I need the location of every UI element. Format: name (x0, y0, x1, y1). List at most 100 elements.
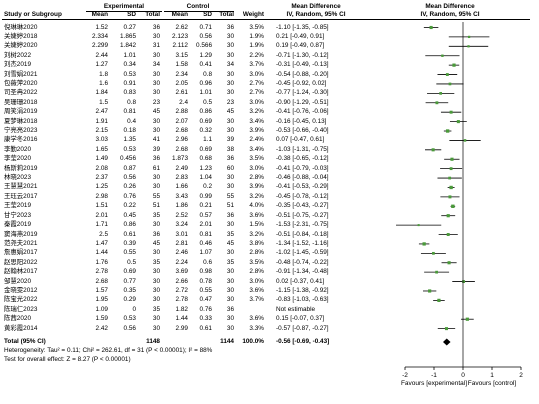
cell-m2: 3.01 (175, 230, 188, 238)
cell-sd1: 0.27 (123, 23, 136, 31)
study-name: 金晓雯2012 (4, 286, 38, 294)
cell-n2: 45 (226, 108, 234, 116)
study-effect-square (465, 317, 469, 321)
study-ci: -1.03 [-1.31, -0.75] (276, 145, 329, 153)
study-ci: -0.77 [-1.24, -0.30] (276, 89, 329, 97)
cell-sd1: 1.842 (120, 42, 136, 50)
cell-sd2: 1.29 (199, 51, 212, 59)
cell-sd1: 0.77 (123, 277, 136, 285)
cell-n1: 39 (152, 145, 160, 153)
total-label: Total (95% CI) (4, 338, 46, 345)
cell-n1: 55 (152, 192, 160, 200)
total-ctl-n: 1144 (220, 338, 234, 345)
cell-sd1: 0.81 (123, 108, 136, 116)
cell-m2: 2.49 (175, 164, 188, 172)
overall-effect-text: Test for overall effect: Z = 8.27 (P < 0… (4, 356, 131, 363)
study-ci: -0.45 [-0.92, 0.02] (276, 79, 327, 87)
cell-sd1: 0 (132, 305, 136, 313)
x-tick-label: -2 (402, 372, 408, 379)
study-ci: -0.41 [-0.76, -0.06] (276, 108, 329, 116)
cell-n1: 36 (152, 23, 160, 31)
cell-m1: 3.03 (95, 136, 108, 144)
study-effect-square (441, 54, 444, 57)
md-header-right: Mean Difference (425, 3, 475, 10)
cell-sd1: 0.18 (123, 127, 136, 134)
cell-n1: 30 (152, 127, 160, 134)
cell-sd2: 0.6 (203, 258, 212, 266)
cell-m2: 2.05 (175, 79, 188, 87)
cell-m1: 1.65 (95, 145, 108, 153)
cell-m2: 3.15 (175, 51, 188, 59)
study-effect-square (447, 261, 451, 265)
study-effect-square (463, 139, 467, 142)
study-name: 甘宁2023 (4, 211, 31, 219)
exp-total-header: Total (145, 11, 160, 18)
cell-weight: 3.5% (249, 155, 264, 163)
cell-sd2: 0.61 (199, 324, 212, 332)
cell-weight: 2.8% (249, 268, 264, 276)
study-name: 窦海燕2019 (4, 230, 38, 238)
study-effect-square (428, 289, 432, 293)
cell-m2: 2.07 (175, 117, 188, 125)
cell-n1: 35 (152, 258, 160, 266)
study-ci: -0.35 [-0.43, -0.27] (276, 202, 329, 210)
study-name: 包薇萍2020 (4, 79, 38, 87)
cell-weight: 1.9% (249, 42, 264, 50)
md-subheader-left: IV, Random, 95% CI (286, 11, 346, 18)
cell-weight: 3.2% (249, 230, 264, 238)
study-name: 李莹2020 (4, 155, 31, 163)
cell-m1: 1.51 (95, 202, 108, 210)
cell-sd2: 0.21 (199, 202, 212, 210)
study-name: 范尧夫2021 (4, 239, 38, 247)
cell-sd1: 0.5 (127, 258, 136, 266)
cell-m1: 1.27 (95, 61, 108, 69)
study-effect-square (439, 92, 443, 95)
cell-n2: 39 (226, 136, 234, 144)
cell-m1: 1.52 (95, 23, 108, 31)
study-name: 关婕婷2018 (4, 32, 38, 40)
cell-weight: 3.7% (249, 61, 264, 69)
study-effect-square (444, 327, 448, 331)
cell-n2: 35 (226, 230, 234, 238)
control-header: Control (186, 3, 210, 10)
weight-header: Weight (242, 11, 264, 18)
cell-sd2: 0.46 (199, 239, 212, 247)
study-name: 陈宝光2022 (4, 296, 38, 304)
study-effect-square (437, 298, 441, 303)
cell-n1: 31 (152, 42, 160, 50)
cell-m2: 1.82 (175, 305, 188, 313)
study-ci: -0.91 [-1.34, -0.48] (276, 268, 329, 276)
x-tick-label: -1 (431, 372, 437, 379)
cell-n1: 45 (152, 108, 160, 116)
favours-experimental-label: Favours [experimental] (401, 380, 467, 387)
study-effect-square (462, 280, 466, 283)
cell-n1: 30 (152, 70, 160, 78)
study-name: 康学冬2016 (4, 136, 38, 144)
cell-n2: 30 (226, 296, 234, 304)
study-ci: -0.53 [-0.66, -0.40] (276, 127, 329, 134)
cell-m1: 1.76 (95, 258, 108, 266)
cell-n1: 30 (152, 51, 160, 59)
cell-m1: 2.01 (95, 211, 108, 219)
cell-sd2: 0.71 (199, 23, 212, 31)
exp-mean-header: Mean (91, 11, 108, 18)
cell-sd1: 0.456 (120, 155, 136, 163)
study-ci: 0.07 [-0.47, 0.61] (276, 136, 325, 144)
cell-n2: 30 (226, 277, 234, 285)
cell-sd1: 0.56 (123, 324, 136, 332)
cell-m1: 2.47 (95, 108, 108, 116)
cell-sd2: 1.23 (199, 164, 212, 172)
cell-weight: 3.4% (249, 145, 264, 153)
study-ci: 0.02 [-0.37, 0.41] (276, 277, 325, 285)
cell-m1: 1.44 (95, 249, 108, 257)
cell-sd1: 0.29 (123, 296, 136, 304)
study-effect-square (429, 25, 433, 30)
cell-n1: 51 (152, 202, 160, 210)
study-column-header: Study or Subgroup (4, 11, 62, 18)
cell-m1: 2.334 (92, 32, 108, 40)
cell-n2: 30 (226, 268, 234, 276)
cell-n2: 30 (226, 42, 234, 50)
study-name: 王珏云2017 (4, 192, 38, 200)
study-effect-square (446, 233, 450, 236)
cell-sd1: 0.8 (127, 98, 136, 106)
